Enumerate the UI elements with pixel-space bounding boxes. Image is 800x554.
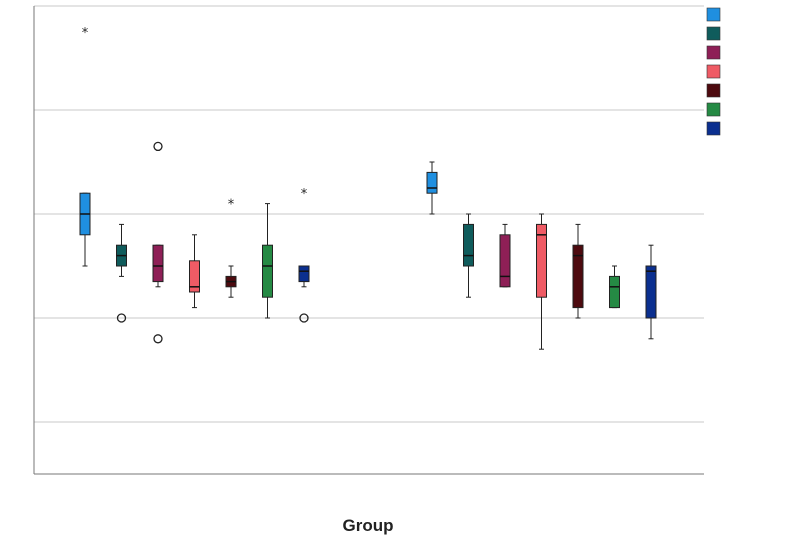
iqr-box — [189, 260, 200, 293]
axes — [33, 6, 704, 475]
legend-swatch-2 — [706, 26, 721, 41]
legend-swatch-7 — [706, 121, 721, 136]
outlier-star: * — [228, 198, 235, 213]
iqr-box — [645, 265, 657, 319]
legend-swatch-1 — [706, 7, 721, 22]
iqr-box — [152, 244, 164, 283]
box-group1-series1: * — [79, 26, 91, 267]
legend-swatch-3 — [706, 45, 721, 60]
box-group2-series5 — [572, 223, 584, 319]
gridlines — [34, 5, 704, 423]
box-group1-series7: * — [298, 187, 310, 323]
box-group1-series5: * — [225, 198, 237, 298]
box-group2-series2 — [463, 213, 474, 298]
box-group1-series2 — [116, 223, 127, 323]
legend-swatch-5 — [706, 83, 721, 98]
iqr-box — [536, 223, 547, 298]
box-group1-series3 — [152, 141, 164, 344]
box-group2-series3 — [499, 223, 511, 288]
iqr-box — [499, 234, 511, 288]
outlier-circle — [116, 313, 127, 323]
box-group2-series1 — [426, 161, 438, 215]
box-group1-series4 — [189, 234, 200, 309]
iqr-box — [262, 244, 273, 298]
box-group2-series7 — [645, 244, 657, 340]
iqr-box — [609, 275, 620, 309]
legend-swatch-4 — [706, 64, 721, 79]
x-axis-label: Group — [342, 516, 394, 535]
box-plots: * * * — [79, 26, 657, 350]
box-group2-series4 — [536, 213, 547, 350]
outlier-circle — [299, 313, 309, 323]
outlier-circle — [153, 141, 163, 152]
outlier-star: * — [301, 187, 308, 202]
iqr-box — [463, 223, 474, 267]
iqr-box — [298, 265, 310, 283]
outlier-circle — [153, 334, 163, 344]
legend-swatch-6 — [706, 102, 721, 117]
outlier-star: * — [82, 26, 89, 41]
box-group2-series6 — [609, 265, 620, 309]
box-group1-series6 — [262, 203, 273, 319]
iqr-box — [572, 244, 584, 309]
legend — [706, 7, 721, 136]
iqr-box — [426, 171, 438, 194]
